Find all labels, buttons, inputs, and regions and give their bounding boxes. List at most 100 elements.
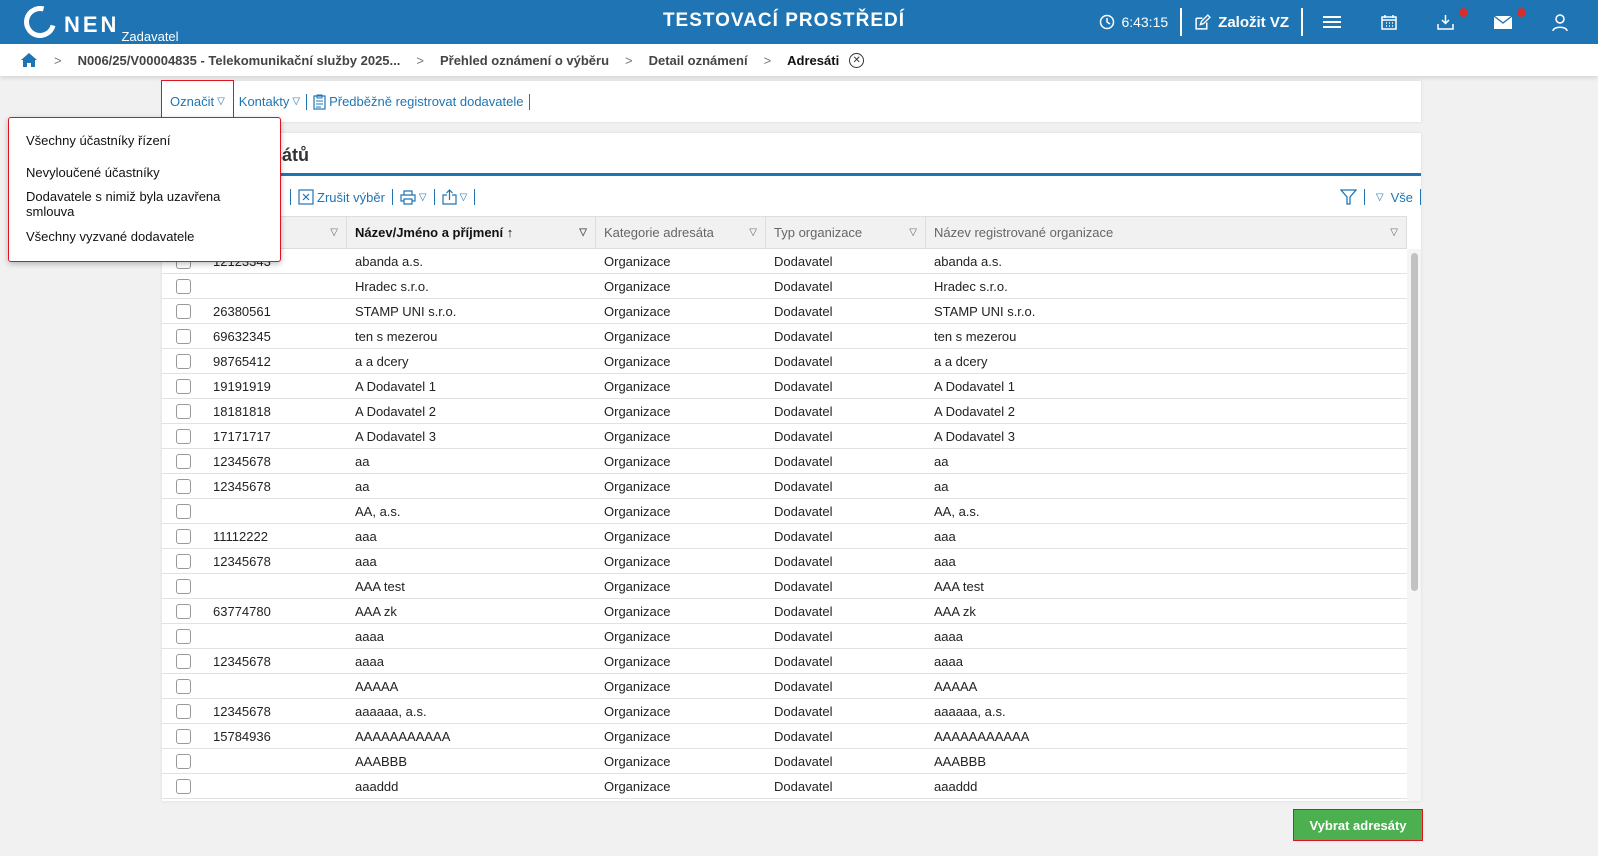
table-row[interactable]: Hradec s.r.o. Organizace Dodavatel Hradec s… bbox=[162, 274, 1407, 299]
scrollbar-thumb[interactable] bbox=[1411, 253, 1418, 591]
row-select-cell bbox=[162, 553, 205, 569]
table-row[interactable]: 98765412 a a dcery Organizace Dodavatel a a … bbox=[162, 349, 1407, 374]
select-addressees-button[interactable]: Vybrat adresáty bbox=[1293, 809, 1423, 841]
menu-item-all-participants[interactable]: Všechny účastníky řízení bbox=[26, 132, 171, 148]
table-row[interactable]: aaaa Organizace Dodavatel aaaa bbox=[162, 624, 1407, 649]
table-cell: Dodavatel bbox=[774, 503, 833, 519]
row-checkbox[interactable] bbox=[176, 353, 191, 369]
chevron-down-icon: ▽ bbox=[292, 96, 301, 107]
column-filter-icon[interactable]: ▽ bbox=[749, 227, 757, 238]
table-row[interactable]: 12123343abanda a.s.OrganizaceDodavatelab… bbox=[162, 249, 1407, 274]
table-cell: AAABBB bbox=[355, 753, 408, 769]
clear-selection-button[interactable]: Zrušit výběr bbox=[291, 189, 392, 205]
table-cell: 18181818 bbox=[213, 403, 271, 419]
table-row[interactable]: 12345678 aa Organizace Dodavatel aa bbox=[162, 449, 1407, 474]
mark-dropdown-button[interactable]: Označit ▽ bbox=[161, 80, 234, 123]
column-filter-icon[interactable]: ▽ bbox=[579, 227, 587, 238]
calendar-button[interactable] bbox=[1361, 0, 1417, 44]
table-cell: 12345678 bbox=[213, 703, 271, 719]
menu-item-contracted-suppliers[interactable]: Dodavatele s nimiž byla uzavřena smlouva bbox=[26, 189, 221, 219]
table-cell: 26380561 bbox=[213, 303, 271, 319]
table-row[interactable]: 15784936 AAAAAAAAAAA Organizace Dodavatel AA… bbox=[162, 724, 1407, 749]
table-row[interactable]: 11112222 aaa Organizace Dodavatel aaa bbox=[162, 524, 1407, 549]
row-checkbox[interactable] bbox=[176, 328, 191, 344]
chevron-right-icon: > bbox=[625, 52, 633, 68]
breadcrumb-item[interactable]: Detail oznámení bbox=[648, 52, 748, 68]
table-cell: Dodavatel bbox=[774, 578, 833, 594]
table-row[interactable]: 12345678 aa Organizace Dodavatel aa bbox=[162, 474, 1407, 499]
top-header: NEN Zadavatel TESTOVACÍ PROSTŘEDÍ 6:43:1… bbox=[0, 0, 1598, 44]
column-header-id[interactable]: ▽ bbox=[205, 217, 347, 248]
column-header-category[interactable]: Kategorie adresáta ▽ bbox=[596, 217, 766, 248]
row-checkbox[interactable] bbox=[176, 428, 191, 444]
close-tab-icon[interactable]: ✕ bbox=[849, 52, 865, 68]
table-cell: Dodavatel bbox=[774, 303, 833, 319]
table-row[interactable]: AAA test Organizace Dodavatel AAA test bbox=[162, 574, 1407, 599]
row-checkbox[interactable] bbox=[176, 728, 191, 744]
table-row[interactable]: 69632345 ten s mezerou Organizace Dodavatel… bbox=[162, 324, 1407, 349]
row-checkbox[interactable] bbox=[176, 403, 191, 419]
table-cell: A Dodavatel 1 bbox=[934, 378, 1015, 394]
row-checkbox[interactable] bbox=[176, 578, 191, 594]
menu-item-non-excluded[interactable]: Nevyloučené účastníky bbox=[26, 164, 160, 180]
export-button[interactable]: ▽ bbox=[435, 189, 475, 205]
messages-button[interactable] bbox=[1474, 0, 1532, 44]
chevron-right-icon: > bbox=[54, 52, 62, 68]
table-cell: Organizace bbox=[604, 478, 671, 494]
row-checkbox[interactable] bbox=[176, 778, 191, 794]
row-checkbox[interactable] bbox=[176, 528, 191, 544]
row-checkbox[interactable] bbox=[176, 378, 191, 394]
row-checkbox[interactable] bbox=[176, 278, 191, 294]
table-row[interactable]: 19191919 A Dodavatel 1 Organizace Dodavatel… bbox=[162, 374, 1407, 399]
table-cell: Hradec s.r.o. bbox=[934, 278, 1008, 294]
breadcrumb-item[interactable]: Přehled oznámení o výběru bbox=[439, 52, 610, 68]
table-row[interactable]: 17171717 A Dodavatel 3 Organizace Dodavatel… bbox=[162, 424, 1407, 449]
scrollbar[interactable] bbox=[1407, 249, 1421, 801]
user-button[interactable] bbox=[1532, 0, 1578, 44]
view-all-dropdown[interactable]: ▽ Vše bbox=[1369, 190, 1420, 205]
table-row[interactable]: AAAAA Organizace Dodavatel AAAAA bbox=[162, 674, 1407, 699]
row-checkbox[interactable] bbox=[176, 653, 191, 669]
menu-button[interactable] bbox=[1303, 0, 1361, 44]
row-checkbox[interactable] bbox=[176, 553, 191, 569]
table-row[interactable]: 12345678 aaaaaa, a.s. Organizace Dodavatel a… bbox=[162, 699, 1407, 724]
filter-button[interactable] bbox=[1333, 189, 1364, 205]
contacts-dropdown-button[interactable]: Kontakty ▽ bbox=[233, 94, 306, 109]
table-row[interactable]: 26380561 STAMP UNI s.r.o. Organizace Dodava… bbox=[162, 299, 1407, 324]
breadcrumb-item[interactable]: N006/25/V00004835 - Telekomunikační služ… bbox=[77, 52, 401, 68]
row-checkbox[interactable] bbox=[176, 478, 191, 494]
row-checkbox[interactable] bbox=[176, 678, 191, 694]
column-header-name[interactable]: Název/Jméno a příjmení ↑ ▽ bbox=[347, 217, 596, 248]
row-checkbox[interactable] bbox=[176, 753, 191, 769]
column-header-registered-org[interactable]: Název registrované organizace ▽ bbox=[926, 217, 1407, 248]
table-row[interactable]: AAABBB Organizace Dodavatel AAABBB bbox=[162, 749, 1407, 774]
row-checkbox[interactable] bbox=[176, 703, 191, 719]
row-checkbox[interactable] bbox=[176, 628, 191, 644]
nen-logo[interactable]: NEN Zadavatel bbox=[18, 0, 179, 44]
print-button[interactable]: ▽ bbox=[393, 189, 434, 205]
table-row[interactable]: aaaddd Organizace Dodavatel aaaddd bbox=[162, 774, 1407, 799]
table-row[interactable]: AA, a.s. Organizace Dodavatel AA, a.s. bbox=[162, 499, 1407, 524]
divider bbox=[1180, 8, 1183, 36]
mail-icon bbox=[1494, 15, 1512, 29]
row-checkbox[interactable] bbox=[176, 503, 191, 519]
home-icon[interactable] bbox=[20, 52, 38, 68]
column-filter-icon[interactable]: ▽ bbox=[909, 227, 917, 238]
menu-item-invited-suppliers[interactable]: Všechny vyzvané dodavatele bbox=[26, 228, 195, 244]
table-row[interactable]: 63774780 AAA zk Organizace Dodavatel AAA zk bbox=[162, 599, 1407, 624]
table-row[interactable]: 12345678 aaaa Organizace Dodavatel aaaa bbox=[162, 649, 1407, 674]
row-checkbox[interactable] bbox=[176, 453, 191, 469]
preregister-button[interactable]: Předběžně registrovat dodavatele bbox=[307, 94, 529, 110]
downloads-button[interactable] bbox=[1417, 0, 1474, 44]
table-row[interactable]: 18181818 A Dodavatel 2 Organizace Dodavatel… bbox=[162, 399, 1407, 424]
column-filter-icon[interactable]: ▽ bbox=[1390, 227, 1398, 238]
table-cell: aaaa bbox=[355, 653, 384, 669]
row-select-cell bbox=[162, 578, 205, 594]
column-filter-icon[interactable]: ▽ bbox=[330, 227, 338, 238]
table-cell: AAAAA bbox=[355, 678, 399, 694]
create-vz-button[interactable]: Založit VZ bbox=[1182, 0, 1301, 44]
table-row[interactable]: 12345678 aaa Organizace Dodavatel aaa bbox=[162, 549, 1407, 574]
column-header-org-type[interactable]: Typ organizace ▽ bbox=[766, 217, 926, 248]
row-checkbox[interactable] bbox=[176, 603, 191, 619]
row-checkbox[interactable] bbox=[176, 303, 191, 319]
